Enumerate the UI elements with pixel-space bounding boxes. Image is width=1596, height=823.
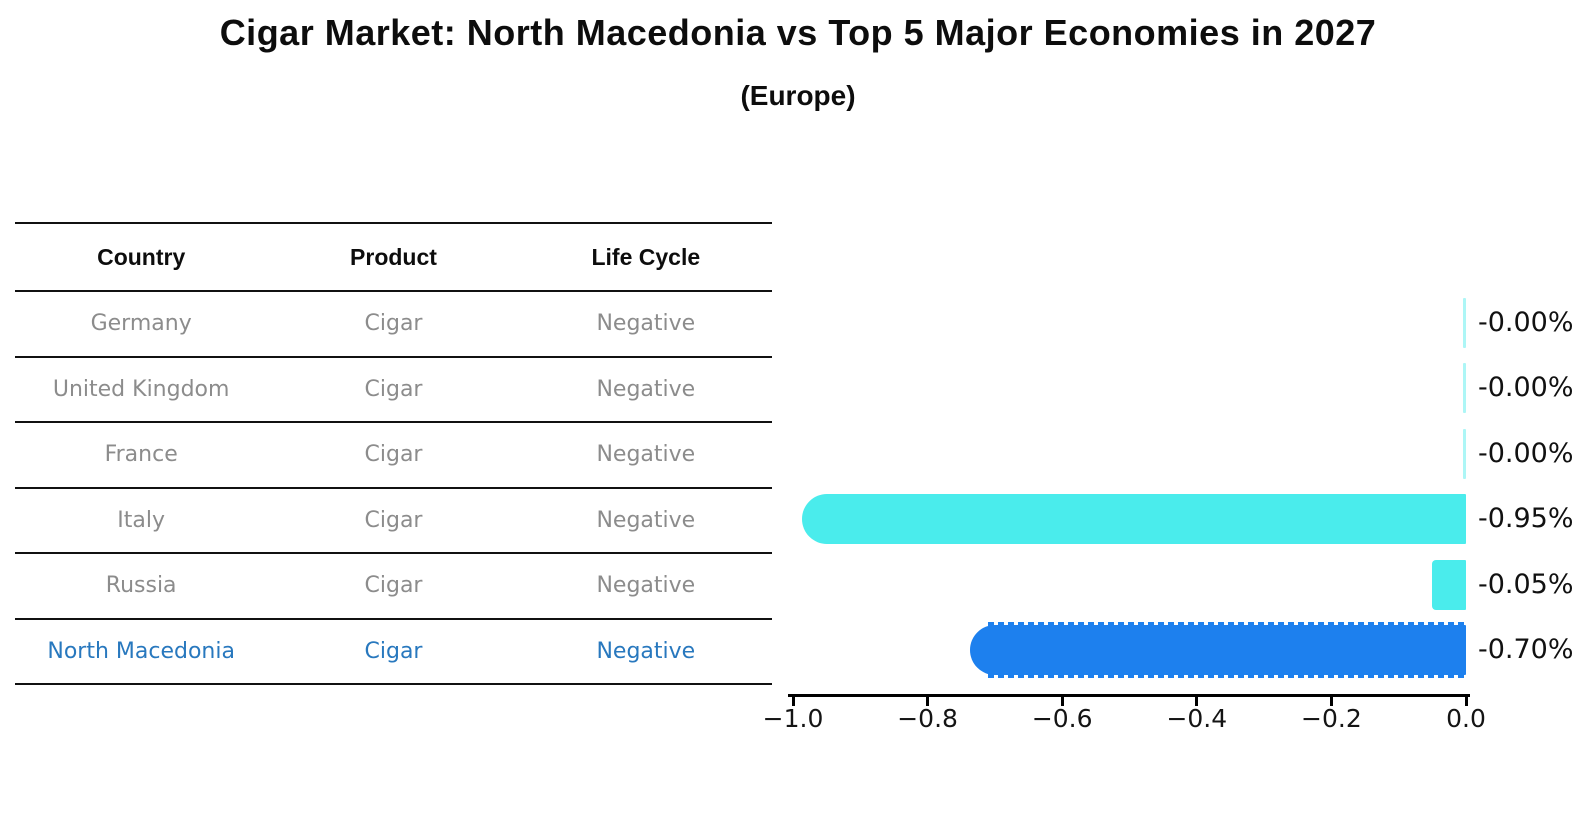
bar-united-kingdom: [1463, 363, 1466, 414]
cell-product: Cigar: [364, 573, 423, 599]
cell-country: United Kingdom: [52, 376, 230, 402]
cell-country: Italy: [117, 507, 166, 533]
cell-product: Cigar: [364, 311, 423, 337]
x-axis-tick-label: −0.6: [1031, 704, 1093, 733]
chart-subtitle: (Europe): [740, 80, 856, 111]
chart-title: Cigar Market: North Macedonia vs Top 5 M…: [219, 12, 1377, 53]
bar-north-macedonia: [969, 622, 1466, 679]
cell-country: North Macedonia: [47, 638, 235, 664]
cell-country: France: [104, 442, 178, 468]
column-header-country: Country: [97, 243, 186, 270]
bar-value-label-germany: -0.00%: [1478, 306, 1574, 338]
cell-product: Cigar: [364, 507, 423, 533]
cell-product: Cigar: [364, 442, 423, 468]
x-axis-tick-label: −0.2: [1301, 704, 1362, 733]
cell-country: Germany: [90, 311, 192, 337]
cell-life-cycle: Negative: [596, 442, 696, 468]
x-axis-tick-label: 0.0: [1446, 704, 1486, 733]
cell-life-cycle: Negative: [596, 638, 696, 664]
cell-country: Russia: [105, 573, 177, 599]
x-axis-tick-label: −0.4: [1166, 704, 1228, 733]
sketch-edge: [987, 674, 1464, 679]
x-axis-tick: [1329, 697, 1333, 706]
cell-life-cycle: Negative: [596, 311, 696, 337]
bar-value-label-france: -0.00%: [1478, 437, 1574, 469]
column-header-product: Product: [350, 243, 437, 270]
x-axis-tick: [791, 697, 795, 706]
bar-italy: [801, 494, 1466, 545]
table-row-north-macedonia: North Macedonia Cigar Negative: [15, 617, 772, 684]
x-axis-line: [788, 694, 1470, 697]
cell-life-cycle: Negative: [596, 507, 696, 533]
bar-value-label-italy: -0.95%: [1478, 503, 1574, 535]
bar-value-label-russia: -0.05%: [1478, 568, 1574, 600]
x-axis-tick: [926, 697, 930, 706]
x-axis-tick: [1195, 697, 1199, 706]
cell-product: Cigar: [364, 638, 423, 664]
table-row-united-kingdom: United Kingdom Cigar Negative: [15, 355, 772, 422]
x-axis-tick: [1060, 697, 1064, 706]
cell-product: Cigar: [364, 376, 423, 402]
cell-life-cycle: Negative: [596, 376, 696, 402]
sketch-edge: [987, 622, 1464, 627]
country-summary-table: Country Product Life Cycle Germany Cigar N…: [15, 222, 772, 685]
table-header-row: Country Product Life Cycle: [15, 224, 772, 290]
x-axis-tick: [1464, 697, 1468, 706]
table-row-italy: Italy Cigar Negative: [15, 486, 772, 553]
table-row-russia: Russia Cigar Negative: [15, 552, 772, 618]
bar-russia: [1432, 559, 1466, 610]
column-header-lifecycle: Life Cycle: [591, 243, 701, 270]
table-row-france: France Cigar Negative: [15, 421, 772, 487]
x-axis-tick-label: −1.0: [762, 704, 824, 733]
x-axis-tick-label: −0.8: [897, 704, 958, 733]
bar-germany: [1463, 297, 1466, 348]
bar-value-label-united-kingdom: -0.00%: [1478, 372, 1574, 404]
bar-value-label-north-macedonia: -0.70%: [1478, 634, 1574, 666]
bar-france: [1463, 428, 1466, 479]
table-row-germany: Germany Cigar Negative: [15, 290, 772, 356]
cell-life-cycle: Negative: [596, 573, 696, 599]
